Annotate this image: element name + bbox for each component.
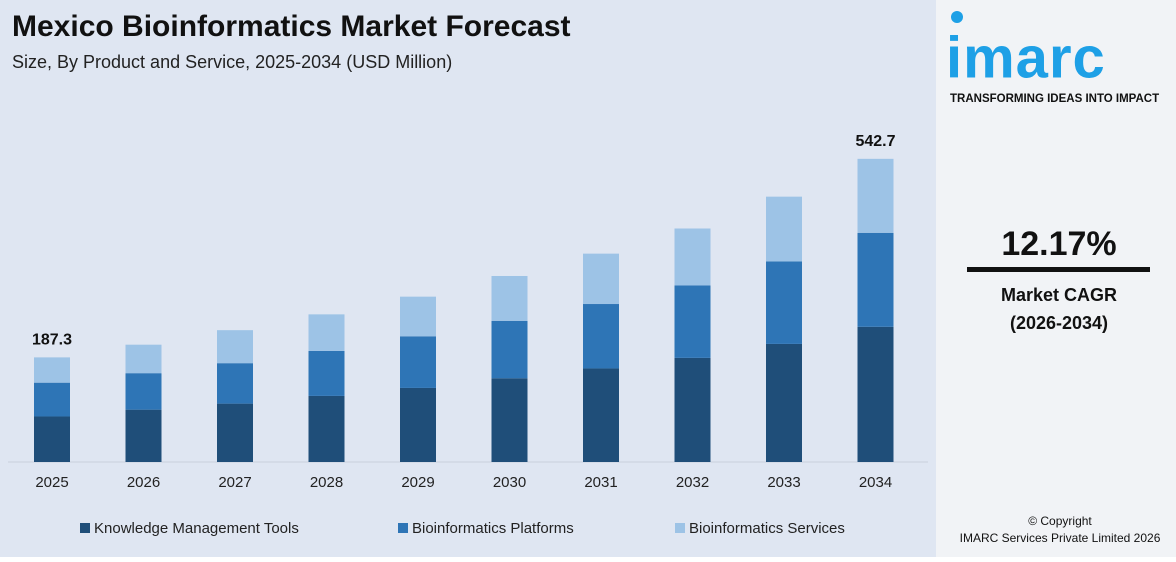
bar-segment (400, 387, 436, 462)
bar-segment (125, 344, 162, 374)
x-tick-label: 2031 (584, 474, 617, 491)
bar-segment (491, 320, 528, 379)
bar-segment (400, 296, 436, 337)
x-tick-label: 2028 (310, 474, 343, 491)
bar-segment (217, 403, 253, 462)
x-tick-label: 2027 (218, 474, 251, 491)
bar-segment (308, 314, 345, 351)
legend-swatch (398, 523, 408, 533)
bar-segment (125, 373, 162, 410)
total-label: 542.7 (855, 133, 895, 150)
bar-segment (400, 336, 436, 388)
bar-segment (217, 330, 253, 364)
bar-segment (583, 304, 619, 369)
bar-segment (583, 368, 619, 462)
bar-segment (857, 232, 894, 327)
x-tick-label: 2033 (767, 474, 800, 491)
cagr-period: (2026-2034) (1010, 313, 1108, 333)
bar-segment (674, 228, 711, 286)
bar-segment (125, 409, 162, 462)
x-tick-label: 2025 (35, 474, 68, 491)
sidebar-background (936, 0, 1176, 557)
cagr-label: Market CAGR (1001, 285, 1117, 305)
bar-segment (34, 357, 70, 383)
bar-segment (766, 343, 802, 462)
bar-segment (766, 196, 802, 262)
x-tick-label: 2029 (401, 474, 434, 491)
cagr-rule (967, 267, 1150, 272)
legend-label: Bioinformatics Services (689, 520, 845, 537)
bar-segment (857, 158, 894, 233)
bar-segment (583, 253, 619, 305)
chart-title: Mexico Bioinformatics Market Forecast (12, 10, 571, 43)
x-tick-label: 2032 (676, 474, 709, 491)
chart-subtitle: Size, By Product and Service, 2025-2034 … (12, 52, 452, 72)
bar-segment (34, 416, 70, 462)
bar-segment (217, 363, 253, 404)
x-tick-label: 2030 (493, 474, 526, 491)
company: IMARC Services Private Limited 2026 (960, 531, 1161, 545)
legend-label: Bioinformatics Platforms (412, 520, 574, 537)
copyright: © Copyright (1028, 514, 1092, 528)
bar-segment (34, 382, 70, 417)
bar-segment (857, 326, 894, 462)
legend-swatch (675, 523, 685, 533)
x-tick-label: 2026 (127, 474, 160, 491)
logo: imarc (946, 25, 1106, 90)
bar-segment (491, 275, 528, 321)
cagr-value: 12.17% (1001, 225, 1116, 263)
total-label: 187.3 (32, 332, 72, 349)
bar-segment (308, 395, 345, 462)
tagline: TRANSFORMING IDEAS INTO IMPACT (950, 93, 1159, 105)
bar-segment (308, 350, 345, 396)
logo-dot (951, 11, 963, 23)
bar-segment (491, 378, 528, 462)
x-tick-label: 2034 (859, 474, 892, 491)
bar-segment (766, 261, 802, 344)
bar-segment (674, 285, 711, 358)
legend-label: Knowledge Management Tools (94, 520, 299, 537)
bar-segment (674, 357, 711, 462)
legend-swatch (80, 523, 90, 533)
